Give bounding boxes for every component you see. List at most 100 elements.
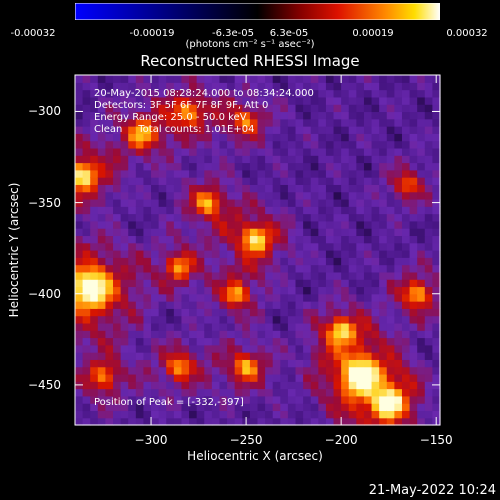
heatmap-cell <box>158 191 167 200</box>
heatmap-cell <box>204 213 213 222</box>
heatmap-cell <box>158 75 167 83</box>
heatmap-cell <box>97 235 107 244</box>
heatmap-cell <box>105 366 114 375</box>
heatmap-cell <box>249 104 259 113</box>
heatmap-cell <box>128 301 137 309</box>
heatmap-cell <box>272 220 281 229</box>
heatmap-cell <box>120 381 129 390</box>
heatmap-cell <box>211 198 221 207</box>
heatmap-cell <box>280 177 289 185</box>
heatmap-cell <box>166 359 175 368</box>
heatmap-cell <box>234 184 243 193</box>
heatmap-cell <box>386 191 395 200</box>
heatmap-cell <box>371 162 380 171</box>
heatmap-cell <box>341 147 350 156</box>
heatmap-cell <box>363 308 373 317</box>
heatmap-cell <box>249 82 259 91</box>
heatmap-cell <box>287 388 297 397</box>
heatmap-cell <box>219 395 228 404</box>
heatmap-cell <box>113 366 122 375</box>
heatmap-cell <box>158 147 167 156</box>
heatmap-cell <box>272 417 281 426</box>
heatmap-cell <box>219 301 228 309</box>
heatmap-cell <box>204 177 213 185</box>
heatmap-cell <box>401 235 411 244</box>
heatmap-cell <box>158 169 167 178</box>
heatmap-cell <box>135 330 145 339</box>
heatmap-cell <box>386 75 395 83</box>
heatmap-cell <box>341 344 350 353</box>
heatmap-cell <box>318 206 327 215</box>
heatmap-cell <box>143 330 152 339</box>
heatmap-cell <box>158 250 167 258</box>
heatmap-cell <box>113 352 122 360</box>
heatmap-cell <box>173 271 183 280</box>
heatmap-cell <box>303 250 312 258</box>
heatmap-cell <box>173 162 183 171</box>
heatmap-cell <box>158 308 167 317</box>
heatmap-cell <box>219 359 228 368</box>
heatmap-cell <box>401 177 411 185</box>
heatmap-cell <box>105 395 114 404</box>
heatmap-cell <box>341 242 350 251</box>
heatmap-cell <box>113 104 122 113</box>
heatmap-cell <box>287 344 297 353</box>
heatmap-cell <box>143 104 152 113</box>
heatmap-cell <box>409 417 418 426</box>
heatmap-cell <box>120 198 129 207</box>
heatmap-cell <box>227 213 236 222</box>
heatmap-cell <box>204 184 213 193</box>
heatmap-cell <box>227 147 236 156</box>
heatmap-cell <box>166 96 175 105</box>
heatmap-cell <box>97 177 107 185</box>
heatmap-cell <box>219 308 228 317</box>
heatmap-cell <box>97 155 107 164</box>
heatmap-cell <box>409 169 418 178</box>
heatmap-cell <box>143 169 152 178</box>
heatmap-cell <box>128 271 137 280</box>
heatmap-cell <box>280 162 289 171</box>
heatmap-cell <box>181 315 190 324</box>
heatmap-cell <box>287 206 297 215</box>
heatmap-cell <box>318 250 327 258</box>
heatmap-cell <box>401 104 411 113</box>
heatmap-cell <box>394 242 403 251</box>
heatmap-cell <box>211 395 221 404</box>
heatmap-cell <box>424 96 433 105</box>
heatmap-cell <box>173 133 183 142</box>
heatmap-cell <box>371 315 380 324</box>
heatmap-cell <box>82 118 91 127</box>
heatmap-cell <box>97 184 107 193</box>
heatmap-cell <box>287 155 297 164</box>
heatmap-cell <box>82 403 91 412</box>
heatmap-cell <box>379 118 388 127</box>
heatmap-cell <box>204 89 213 98</box>
heatmap-cell <box>363 417 373 426</box>
heatmap-cell <box>265 373 274 382</box>
heatmap-cell <box>272 126 281 134</box>
heatmap-cell <box>432 344 441 353</box>
heatmap-cell <box>310 104 319 113</box>
heatmap-cell <box>341 169 350 178</box>
heatmap-cell <box>120 111 129 120</box>
heatmap-cell <box>379 381 388 390</box>
heatmap-cell <box>432 104 441 113</box>
heatmap-cell <box>265 308 274 317</box>
heatmap-cell <box>135 155 145 164</box>
heatmap-cell <box>166 279 175 288</box>
heatmap-cell <box>120 330 129 339</box>
heatmap-cell <box>219 184 228 193</box>
heatmap-cell <box>348 126 357 134</box>
heatmap-cell <box>97 395 107 404</box>
heatmap-cell <box>371 359 380 368</box>
heatmap-cell <box>325 322 335 331</box>
heatmap-cell <box>113 82 122 91</box>
heatmap-cell <box>143 82 152 91</box>
heatmap-cell <box>310 403 319 412</box>
heatmap-cell <box>295 373 304 382</box>
heatmap-cell <box>166 111 175 120</box>
heatmap-cell <box>75 366 84 375</box>
heatmap-cell <box>280 133 289 142</box>
heatmap-cell <box>356 359 365 368</box>
heatmap-cell <box>181 104 190 113</box>
